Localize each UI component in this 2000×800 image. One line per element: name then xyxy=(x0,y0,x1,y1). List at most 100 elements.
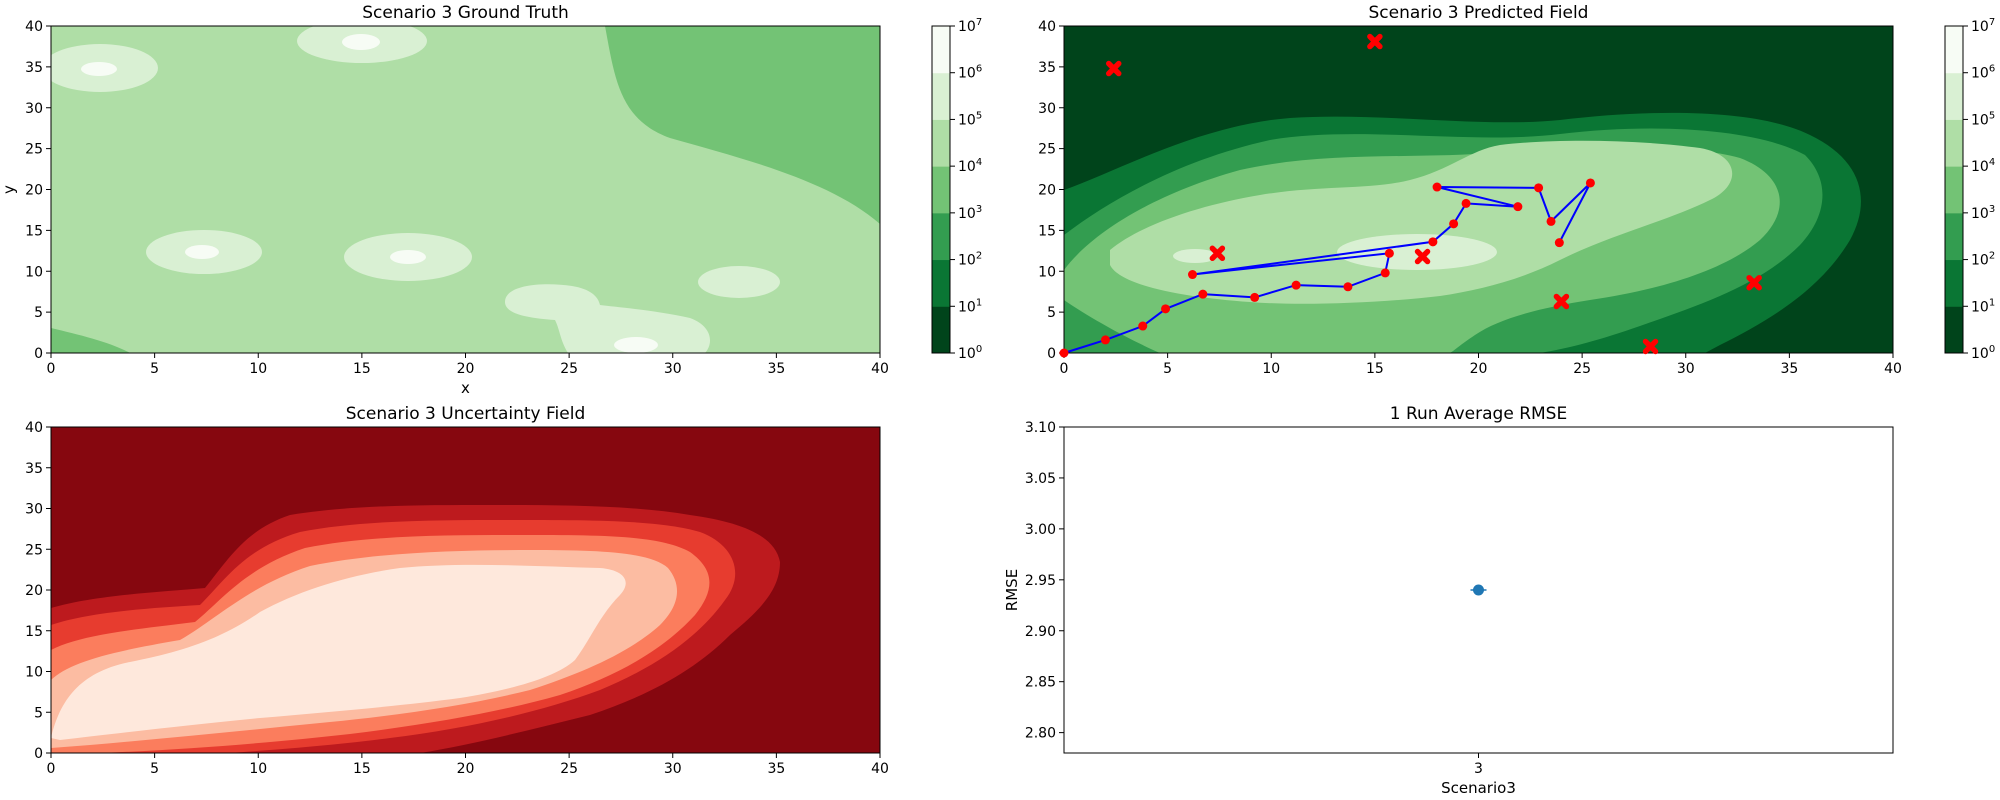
rmse-x-tick-label: 3 xyxy=(1474,761,1483,777)
x-tick-label: 0 xyxy=(1060,361,1069,377)
x-tick-label: 35 xyxy=(767,361,785,377)
x-tick-label: 30 xyxy=(664,361,682,377)
colorbar-band xyxy=(1945,259,1963,307)
colorbar-tick-label: 104 xyxy=(1971,157,1995,175)
path-point xyxy=(1250,292,1260,302)
colorbar-tick-label: 102 xyxy=(958,251,982,269)
ground-truth-southwest-corner xyxy=(51,328,130,353)
y-tick-label: 20 xyxy=(25,583,43,599)
colorbar-band xyxy=(1945,212,1963,261)
ground-truth-xlabel: x xyxy=(461,379,470,397)
path-point xyxy=(1534,183,1544,193)
y-tick-label: 30 xyxy=(25,502,43,518)
path-point xyxy=(1432,182,1442,192)
rmse-y-tick-label: 2.80 xyxy=(1025,726,1056,742)
colorbar-tick-label: 101 xyxy=(958,297,982,315)
path-point xyxy=(1187,270,1197,280)
predicted-level-5-west xyxy=(1173,249,1217,263)
path-point xyxy=(1513,202,1523,212)
path-point xyxy=(1380,268,1390,278)
y-tick-label: 5 xyxy=(1047,305,1056,321)
colorbar-band xyxy=(1945,72,1963,120)
x-tick-label: 35 xyxy=(767,761,785,777)
predicted-colorbar: 100 101 102 103 104 105 106 107 xyxy=(1944,17,1995,362)
peak-s-inner xyxy=(614,337,658,353)
rmse-xlabel: Scenario3 xyxy=(1441,779,1516,797)
path-point xyxy=(1291,280,1301,290)
colorbar-band xyxy=(932,259,950,307)
source-marker xyxy=(1105,60,1122,77)
x-tick-label: 20 xyxy=(1470,361,1488,377)
predicted-panel: Scenario 3 Predicted Field 0 5 10 15 20 25 30 3… xyxy=(1038,3,1995,377)
colorbar-tick-label: 102 xyxy=(1971,251,1995,269)
colorbar-band xyxy=(932,119,950,167)
y-tick-label: 30 xyxy=(1038,101,1056,117)
rmse-y-tick-label: 2.90 xyxy=(1025,624,1056,640)
source-marker xyxy=(1642,338,1659,355)
rmse-y-tick-label: 3.10 xyxy=(1025,420,1056,436)
uncertainty-level-0 xyxy=(51,564,626,740)
colorbar-band xyxy=(932,212,950,261)
peak-c-inner xyxy=(390,250,426,264)
uncertainty-title: Scenario 3 Uncertainty Field xyxy=(346,404,586,424)
x-tick-label: 5 xyxy=(150,361,159,377)
colorbar-tick-label: 100 xyxy=(958,344,982,362)
path-point xyxy=(1585,178,1595,188)
predicted-title: Scenario 3 Predicted Field xyxy=(1369,3,1589,23)
x-tick-label: 25 xyxy=(560,761,578,777)
rmse-y-tick-label: 2.95 xyxy=(1025,573,1056,589)
path-point xyxy=(1198,289,1208,299)
peak-s-outer xyxy=(505,284,711,353)
rmse-y-tick-label: 2.85 xyxy=(1025,675,1056,691)
x-tick-label: 40 xyxy=(871,361,889,377)
peak-e-outer xyxy=(698,266,780,298)
colorbar-band xyxy=(932,72,950,120)
x-tick-label: 10 xyxy=(1262,361,1280,377)
rmse-axes: 2.80 2.85 2.90 2.95 3.00 3.05 3.10 3 xyxy=(1025,420,1483,777)
x-tick-label: 0 xyxy=(47,761,56,777)
colorbar-tick-label: 101 xyxy=(1971,297,1995,315)
x-tick-label: 30 xyxy=(1677,361,1695,377)
y-tick-label: 0 xyxy=(1047,346,1056,362)
y-tick-label: 15 xyxy=(25,223,43,239)
colorbar-band xyxy=(1945,26,1963,74)
colorbar-tick-label: 107 xyxy=(958,17,982,35)
path-point xyxy=(1138,321,1148,331)
x-tick-label: 25 xyxy=(560,361,578,377)
ground-truth-colorbar: 100 101 102 103 104 105 106 107 xyxy=(931,17,982,362)
ground-truth-contours xyxy=(51,26,880,353)
colorbar-band xyxy=(932,166,950,214)
y-tick-label: 25 xyxy=(25,542,43,558)
colorbar-tick-label: 106 xyxy=(958,64,982,82)
colorbar-band xyxy=(1945,306,1963,354)
y-tick-label: 10 xyxy=(25,665,43,681)
colorbar-band xyxy=(932,306,950,354)
y-tick-label: 25 xyxy=(1038,142,1056,158)
colorbar-tick-label: 100 xyxy=(1971,344,1995,362)
colorbar-frame xyxy=(931,25,951,354)
ground-truth-axes: 0 5 10 15 20 25 30 35 40 0 5 10 15 20 25 30 35 40 xyxy=(25,19,889,377)
y-tick-label: 40 xyxy=(1038,19,1056,35)
y-tick-label: 20 xyxy=(1038,183,1056,199)
path-point xyxy=(1059,348,1069,358)
path-point xyxy=(1161,304,1171,314)
x-tick-label: 10 xyxy=(249,761,267,777)
y-tick-label: 25 xyxy=(25,142,43,158)
predicted-axes: 0 5 10 15 20 25 30 35 40 0 5 10 15 20 25 30 35 40 xyxy=(1038,19,1902,377)
rmse-y-tick-label: 3.00 xyxy=(1025,522,1056,538)
path-point xyxy=(1428,237,1438,247)
predicted-level-4 xyxy=(1110,140,1733,304)
rmse-y-tick-label: 3.05 xyxy=(1025,471,1056,487)
y-tick-label: 20 xyxy=(25,183,43,199)
path-point xyxy=(1461,198,1471,208)
y-tick-label: 10 xyxy=(1038,264,1056,280)
uncertainty-axes: 0 5 10 15 20 25 30 35 40 0 5 10 15 20 25 30 35 40 xyxy=(25,420,889,777)
y-tick-label: 5 xyxy=(34,705,43,721)
colorbar-tick-label: 103 xyxy=(958,204,982,222)
source-marker xyxy=(1367,33,1383,50)
rmse-panel: 1 Run Average RMSE 2.80 2.85 2.90 2.95 3.00 3… xyxy=(1003,404,1894,797)
x-tick-label: 5 xyxy=(150,761,159,777)
path-point xyxy=(1546,216,1556,226)
y-tick-label: 15 xyxy=(1038,223,1056,239)
uncertainty-panel: Scenario 3 Uncertainty Field 0 5 10 15 20 25 3… xyxy=(25,404,889,777)
